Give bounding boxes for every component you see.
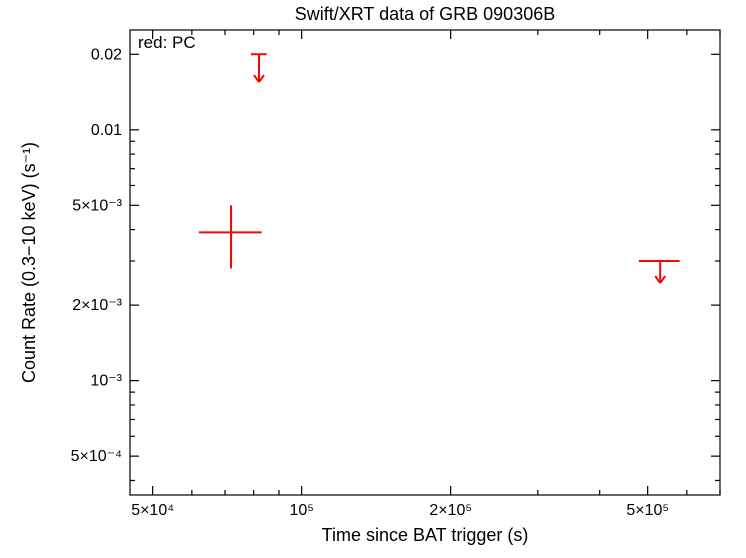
y-tick-label: 0.02 (91, 46, 122, 63)
plot-background (0, 0, 746, 558)
x-tick-label: 5×10⁵ (626, 502, 669, 519)
y-axis-label: Count Rate (0.3−10 keV) (s⁻¹) (19, 142, 39, 383)
x-tick-label: 2×10⁵ (429, 502, 472, 519)
x-tick-label: 5×10⁴ (131, 502, 174, 519)
legend-text: red: PC (138, 33, 196, 52)
x-axis-label: Time since BAT trigger (s) (322, 525, 529, 545)
chart-container: Swift/XRT data of GRB 090306B red: PC 5×10… (0, 0, 746, 558)
chart-title: Swift/XRT data of GRB 090306B (295, 4, 555, 24)
y-tick-label: 5×10⁻³ (72, 197, 122, 214)
chart-svg: Swift/XRT data of GRB 090306B red: PC 5×10… (0, 0, 746, 558)
x-tick-label: 10⁵ (289, 502, 313, 519)
y-tick-label: 5×10⁻⁴ (71, 448, 122, 465)
y-tick-label: 2×10⁻³ (72, 297, 122, 314)
y-tick-label: 0.01 (91, 122, 122, 139)
y-tick-label: 10⁻³ (90, 373, 122, 390)
